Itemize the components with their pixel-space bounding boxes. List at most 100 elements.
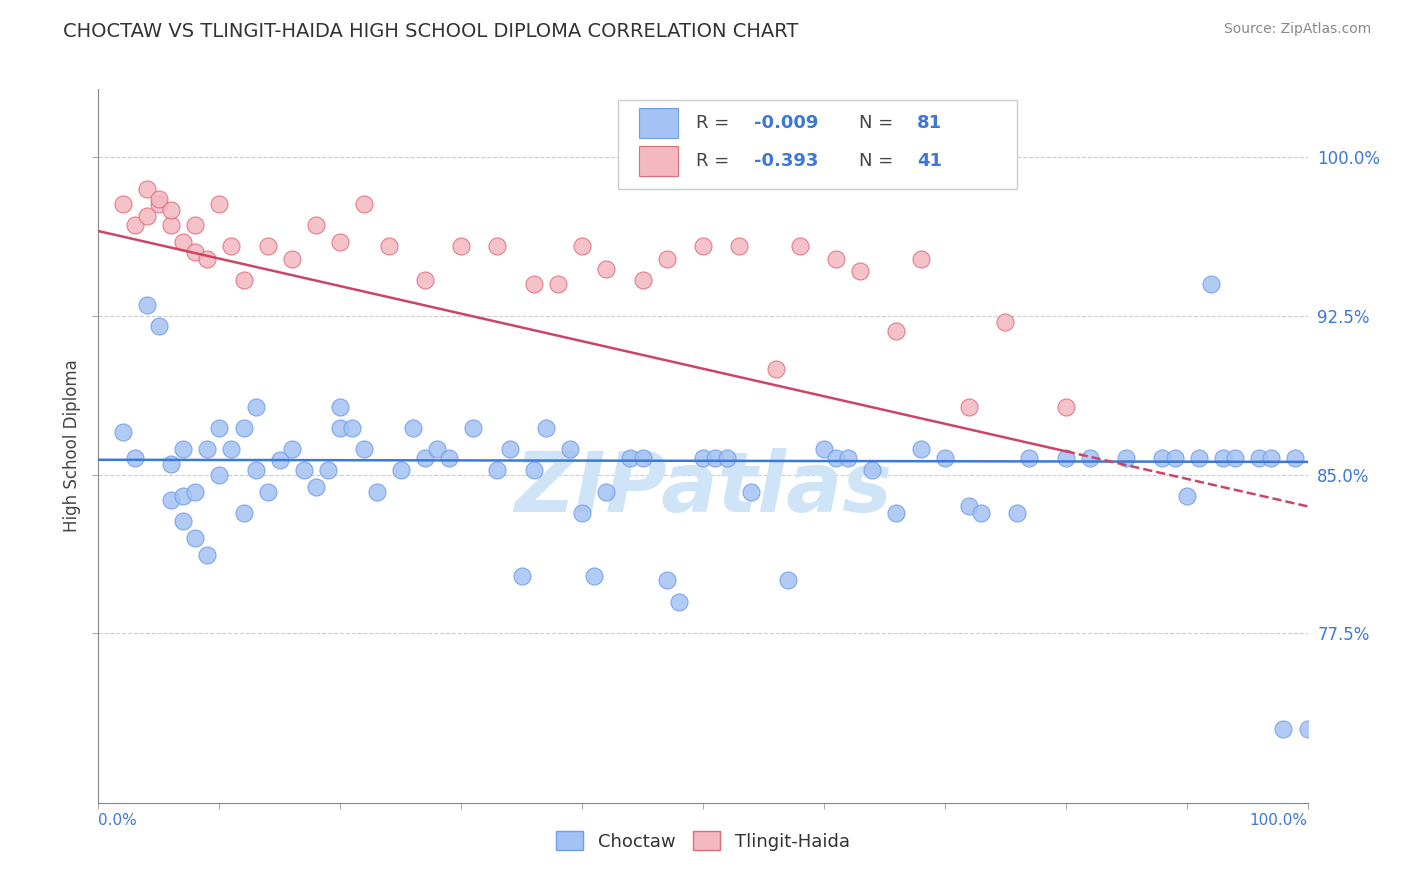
- Point: [692, 239, 714, 253]
- Point: [450, 239, 472, 253]
- Text: R =: R =: [696, 114, 735, 132]
- Point: [281, 442, 304, 457]
- Text: 0.0%: 0.0%: [98, 814, 138, 829]
- Point: [342, 421, 364, 435]
- Y-axis label: High School Diploma: High School Diploma: [63, 359, 82, 533]
- Point: [329, 421, 352, 435]
- Point: [377, 239, 399, 253]
- Point: [910, 252, 932, 266]
- Point: [245, 463, 267, 477]
- Text: N =: N =: [859, 114, 898, 132]
- Point: [160, 457, 183, 471]
- Point: [111, 425, 134, 440]
- Point: [934, 450, 956, 465]
- Point: [172, 442, 194, 457]
- Point: [160, 202, 183, 217]
- Point: [281, 252, 304, 266]
- Point: [547, 277, 569, 291]
- Point: [353, 442, 375, 457]
- Point: [910, 442, 932, 457]
- Point: [329, 400, 352, 414]
- Point: [631, 273, 654, 287]
- Point: [692, 450, 714, 465]
- Point: [1212, 450, 1234, 465]
- Legend: Choctaw, Tlingit-Haida: Choctaw, Tlingit-Haida: [548, 824, 858, 858]
- Point: [221, 239, 243, 253]
- Point: [1260, 450, 1282, 465]
- Point: [619, 450, 641, 465]
- Point: [426, 442, 449, 457]
- Point: [825, 252, 848, 266]
- Point: [148, 196, 170, 211]
- Point: [595, 262, 617, 277]
- Point: [704, 450, 727, 465]
- Point: [208, 467, 231, 482]
- Point: [1078, 450, 1101, 465]
- Point: [1007, 506, 1029, 520]
- Point: [160, 218, 183, 232]
- Point: [135, 182, 157, 196]
- Point: [135, 298, 157, 312]
- Point: [135, 209, 157, 223]
- Point: [195, 442, 218, 457]
- Point: [813, 442, 835, 457]
- Point: [413, 450, 436, 465]
- Text: CHOCTAW VS TLINGIT-HAIDA HIGH SCHOOL DIPLOMA CORRELATION CHART: CHOCTAW VS TLINGIT-HAIDA HIGH SCHOOL DIP…: [63, 22, 799, 41]
- Point: [776, 574, 799, 588]
- Point: [728, 239, 751, 253]
- Point: [463, 421, 485, 435]
- Point: [184, 484, 207, 499]
- Point: [305, 480, 328, 494]
- Point: [1199, 277, 1222, 291]
- Point: [716, 450, 738, 465]
- Point: [329, 235, 352, 249]
- Point: [1188, 450, 1211, 465]
- Point: [886, 506, 908, 520]
- Point: [184, 245, 207, 260]
- Point: [256, 484, 278, 499]
- Point: [1175, 489, 1198, 503]
- Point: [765, 361, 787, 376]
- Point: [353, 196, 375, 211]
- Point: [510, 569, 533, 583]
- Point: [1223, 450, 1246, 465]
- Text: -0.393: -0.393: [754, 152, 818, 169]
- Point: [558, 442, 581, 457]
- Point: [994, 315, 1017, 329]
- Text: -0.009: -0.009: [754, 114, 818, 132]
- Point: [1272, 722, 1295, 736]
- Point: [316, 463, 339, 477]
- Point: [389, 463, 412, 477]
- Point: [232, 506, 254, 520]
- Text: R =: R =: [696, 152, 735, 169]
- Point: [245, 400, 267, 414]
- Point: [1115, 450, 1137, 465]
- Point: [232, 421, 254, 435]
- Point: [413, 273, 436, 287]
- Point: [498, 442, 520, 457]
- Point: [184, 531, 207, 545]
- Point: [172, 235, 194, 249]
- Point: [269, 452, 291, 467]
- Point: [292, 463, 315, 477]
- Point: [256, 239, 278, 253]
- Point: [148, 192, 170, 206]
- Point: [886, 324, 908, 338]
- Point: [957, 400, 980, 414]
- Text: 100.0%: 100.0%: [1250, 814, 1308, 829]
- Point: [595, 484, 617, 499]
- Point: [571, 506, 593, 520]
- Point: [208, 196, 231, 211]
- Point: [571, 239, 593, 253]
- FancyBboxPatch shape: [638, 108, 678, 138]
- Point: [437, 450, 460, 465]
- Point: [232, 273, 254, 287]
- Point: [631, 450, 654, 465]
- Point: [305, 218, 328, 232]
- Point: [655, 574, 678, 588]
- Point: [160, 493, 183, 508]
- Point: [825, 450, 848, 465]
- Point: [124, 450, 146, 465]
- Point: [583, 569, 606, 583]
- Point: [837, 450, 859, 465]
